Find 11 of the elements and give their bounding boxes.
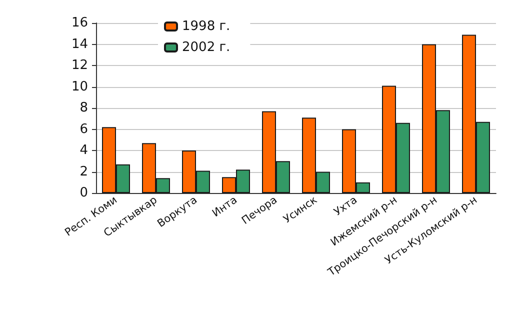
y-tick-label: 0 (80, 186, 88, 200)
y-tick-label: 12 (71, 58, 88, 73)
legend-label: 1998 г. (182, 19, 230, 34)
y-tick-label: 10 (71, 79, 88, 94)
legend-label: 2002 г. (182, 40, 230, 55)
y-tick-label: 4 (80, 143, 88, 158)
y-tick-label: 16 (71, 16, 88, 30)
y-tick-label: 8 (80, 100, 88, 116)
y-tick-label: 14 (71, 36, 88, 52)
y-tick-label: 2 (80, 164, 88, 180)
y-tick-label: 6 (80, 122, 88, 137)
